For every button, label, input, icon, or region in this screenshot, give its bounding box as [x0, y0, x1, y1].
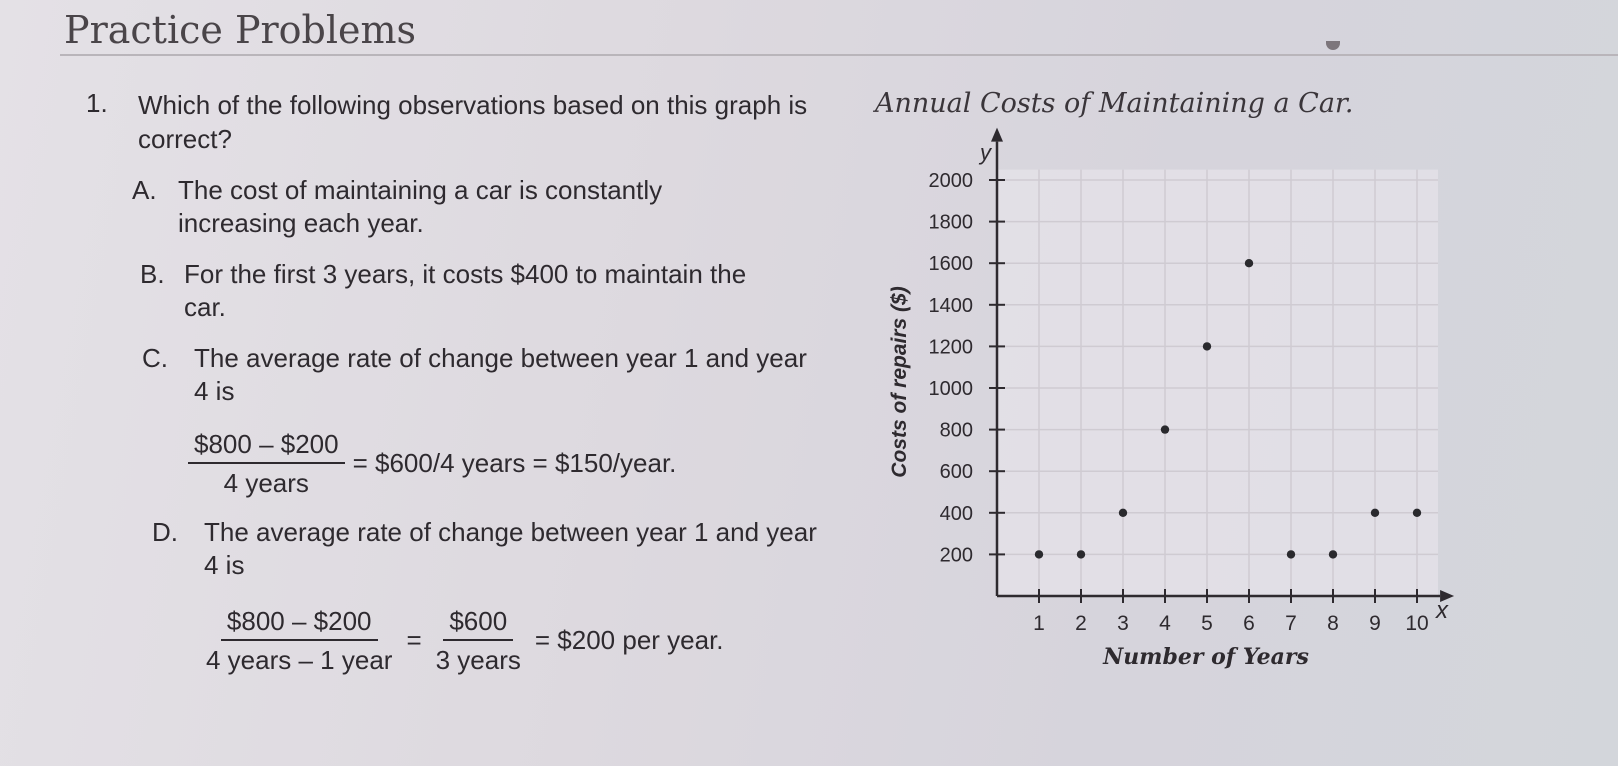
- option-d-result: = $200 per year.: [534, 625, 724, 655]
- y-tick-label: 1200: [929, 336, 974, 358]
- data-point: [1328, 550, 1338, 559]
- option-d-text: The average rate of change between year …: [204, 517, 817, 580]
- x-tick-label: 9: [1369, 612, 1381, 635]
- y-axis-label: Costs of repairs ($): [888, 286, 911, 477]
- pin-mark: [1326, 41, 1340, 50]
- title-divider: [60, 54, 1618, 56]
- option-c-numerator: $800 – $200: [188, 428, 345, 464]
- y-tick-label: 1800: [929, 212, 974, 234]
- x-axis-arrow: [1440, 590, 1455, 602]
- option-d-letter: D.: [152, 517, 178, 547]
- data-point: [1412, 508, 1422, 517]
- question-number: 1.: [86, 88, 108, 118]
- data-point: [1160, 425, 1170, 434]
- option-a-letter: A.: [132, 175, 157, 205]
- option-d-fraction-2: $600 3 years: [430, 605, 527, 676]
- option-b[interactable]: B. For the first 3 years, it costs $400 …: [140, 258, 780, 324]
- option-c[interactable]: C. The average rate of change between ye…: [142, 342, 822, 408]
- data-point: [1034, 550, 1044, 559]
- option-d-denominator-2: 3 years: [435, 645, 521, 675]
- data-point: [1076, 550, 1086, 559]
- y-axis-arrow: [991, 127, 1003, 142]
- option-d-equals: =: [406, 625, 422, 655]
- option-d-numerator-2: $600: [443, 605, 514, 641]
- data-point: [1286, 550, 1296, 559]
- plot-area: [997, 169, 1438, 596]
- data-point: [1118, 508, 1128, 517]
- y-tick-label: 2000: [929, 170, 974, 192]
- x-tick-label: 5: [1201, 612, 1213, 635]
- option-b-letter: B.: [140, 259, 165, 289]
- option-c-letter: C.: [142, 343, 168, 373]
- x-tick-label: 4: [1159, 612, 1171, 635]
- y-tick-label: 1400: [929, 295, 974, 317]
- x-tick-label: 8: [1327, 612, 1339, 635]
- page-title: Practice Problems: [64, 8, 417, 52]
- y-tick-label: 400: [940, 503, 973, 525]
- data-point: [1370, 508, 1380, 517]
- x-axis-label: Number of Years: [1102, 644, 1309, 670]
- y-tick-label: 600: [940, 461, 973, 483]
- option-c-formula: $800 – $200 4 years = $600/4 years = $15…: [188, 428, 676, 499]
- chart-title: Annual Costs of Maintaining a Car.: [875, 88, 1354, 119]
- y-tick-label: 200: [940, 544, 973, 566]
- option-d-denominator-1: 4 years – 1 year: [206, 645, 393, 675]
- option-b-text: For the first 3 years, it costs $400 to …: [184, 259, 747, 322]
- y-axis-letter: y: [978, 140, 993, 165]
- option-c-fraction: $800 – $200 4 years: [188, 428, 345, 499]
- option-a[interactable]: A. The cost of maintaining a car is cons…: [132, 174, 772, 240]
- data-point: [1202, 342, 1212, 351]
- y-tick-label: 800: [940, 420, 973, 442]
- x-tick-label: 7: [1285, 612, 1297, 635]
- option-c-text: The average rate of change between year …: [194, 343, 807, 406]
- x-axis-letter: x: [1435, 597, 1449, 624]
- option-d[interactable]: D. The average rate of change between ye…: [152, 516, 832, 582]
- question-text: Which of the following observations base…: [138, 90, 808, 154]
- option-d-numerator-1: $800 – $200: [220, 605, 378, 641]
- x-tick-label: 10: [1405, 612, 1428, 635]
- option-c-denominator: 4 years: [223, 468, 309, 498]
- x-tick-label: 3: [1117, 612, 1129, 635]
- x-tick-label: 6: [1243, 612, 1255, 635]
- option-a-text: The cost of maintaining a car is constan…: [178, 175, 663, 238]
- x-tick-label: 2: [1075, 612, 1087, 635]
- x-tick-label: 1: [1033, 612, 1045, 635]
- option-d-fraction-1: $800 – $200 4 years – 1 year: [200, 605, 398, 676]
- y-tick-label: 1000: [929, 378, 974, 400]
- option-c-result: = $600/4 years = $150/year.: [352, 448, 677, 478]
- data-point: [1244, 259, 1254, 268]
- option-d-formula: $800 – $200 4 years – 1 year = $600 3 ye…: [200, 605, 724, 676]
- y-tick-label: 1600: [929, 253, 974, 275]
